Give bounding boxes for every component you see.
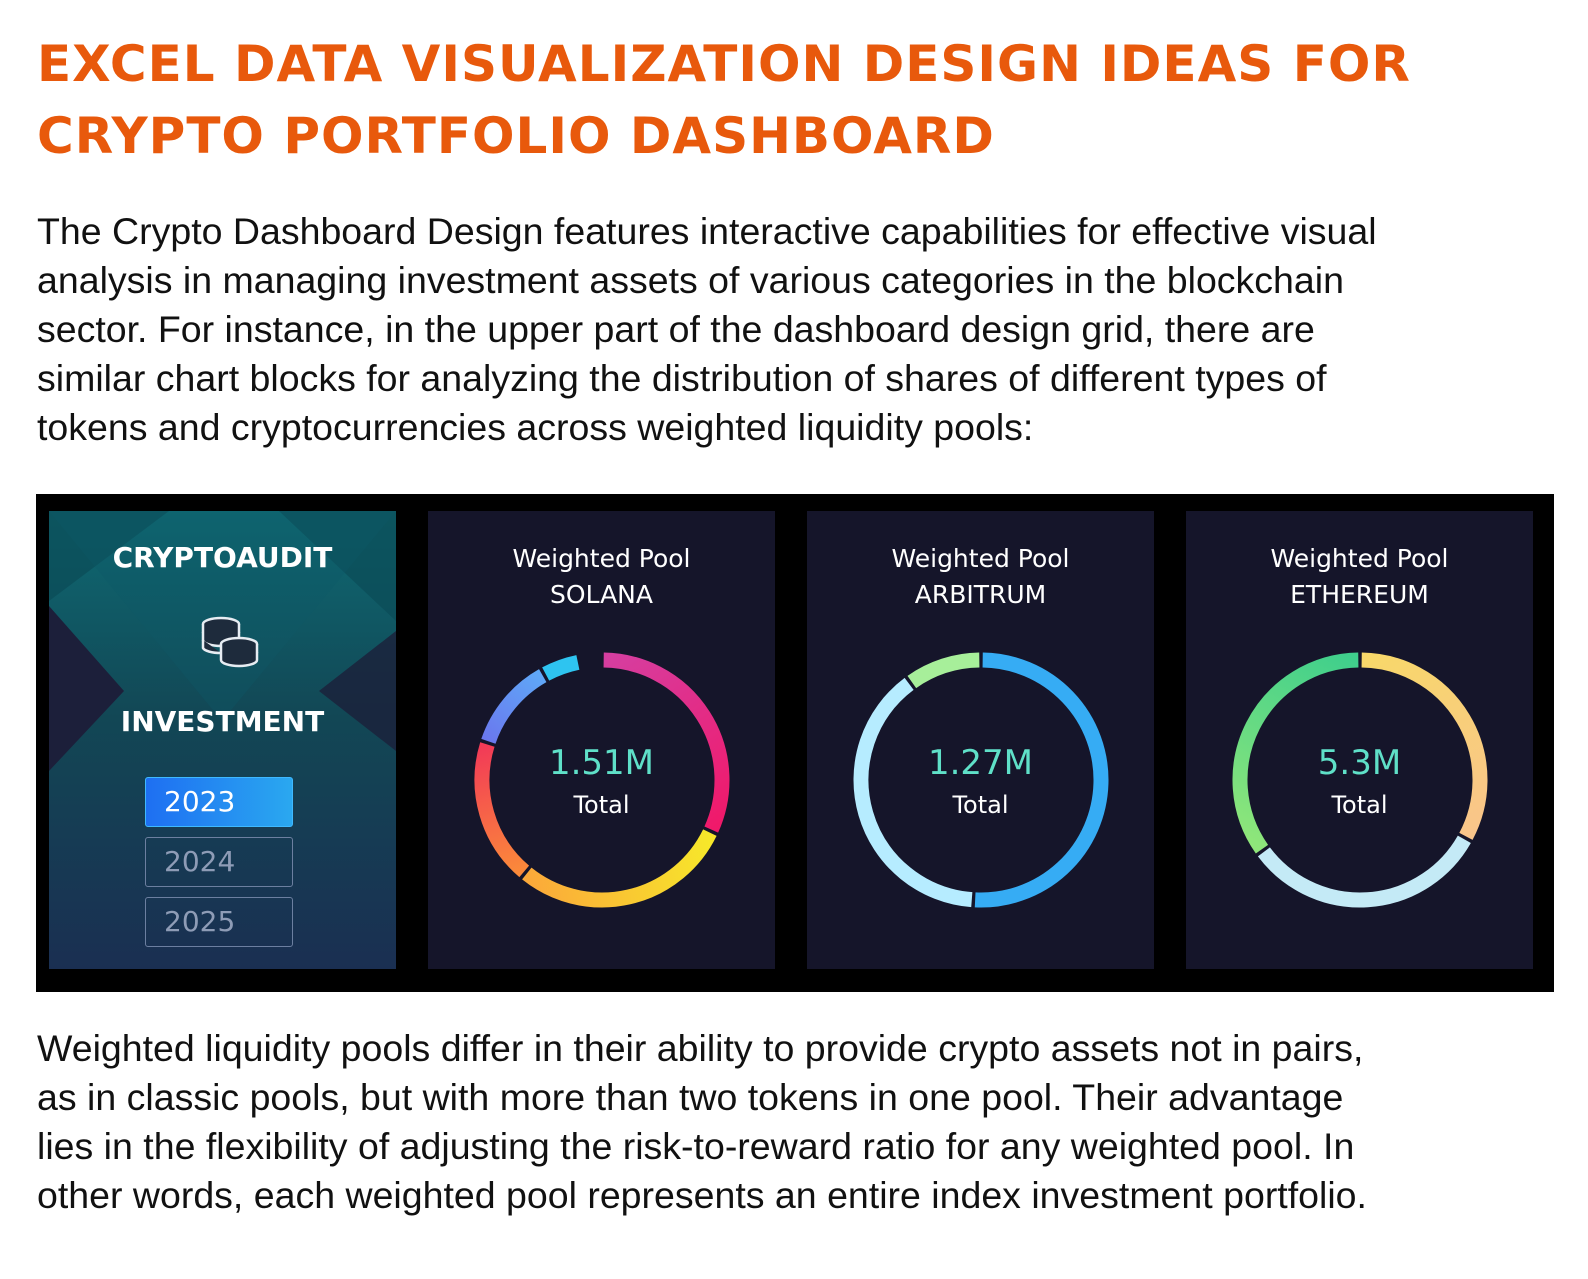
intro-line: The Crypto Dashboard Design features int… (37, 210, 1377, 252)
donut-chart (853, 652, 1109, 908)
pool-total-label: Total (952, 791, 1009, 819)
donut-segment (1232, 652, 1359, 854)
intro-paragraph: The Crypto Dashboard Design features int… (37, 207, 1567, 452)
donut-segment (481, 669, 547, 744)
intro-line: similar chart blocks for analyzing the d… (37, 357, 1327, 399)
pool-label: Weighted Pool SOLANA (428, 541, 775, 613)
pool-card-ethereum: Weighted Pool ETHEREUM 5.3M Total (1186, 511, 1533, 969)
outro-line: Weighted liquidity pools differ in their… (37, 1027, 1364, 1069)
outro-line: lies in the flexibility of adjusting the… (37, 1125, 1355, 1167)
pool-total-value: 5.3M (1317, 743, 1402, 783)
intro-line: analysis in managing investment assets o… (37, 259, 1344, 301)
pool-card-arbitrum: Weighted Pool ARBITRUM 1.27M Total (807, 511, 1154, 969)
donut-segment (907, 652, 980, 689)
brand-name: CRYPTOAUDIT (112, 541, 333, 574)
sidebar-panel: CRYPTOAUDIT INVESTMENT 2023 2024 2025 (49, 511, 396, 969)
section-label: INVESTMENT (120, 705, 325, 738)
pool-total-value: 1.51M (548, 743, 655, 783)
pool-name: ETHEREUM (1290, 580, 1429, 609)
donut-segment (603, 652, 730, 833)
donut-chart (1232, 652, 1488, 908)
coins-icon (201, 616, 259, 668)
year-2024-button[interactable]: 2024 (145, 837, 293, 887)
donut-segment (1257, 835, 1471, 908)
outro-paragraph: Weighted liquidity pools differ in their… (37, 1024, 1567, 1220)
donut-segment (853, 677, 973, 908)
donut-segment (522, 829, 717, 908)
pool-total-label: Total (1331, 791, 1388, 819)
outro-line: as in classic pools, but with more than … (37, 1076, 1344, 1118)
pool-heading: Weighted Pool (1270, 544, 1449, 573)
page-title-line-2: CRYPTO PORTFOLIO DASHBOARD (37, 107, 995, 165)
pool-name: ARBITRUM (914, 580, 1047, 609)
pool-heading: Weighted Pool (512, 544, 691, 573)
year-2023-button[interactable]: 2023 (145, 777, 293, 827)
donut-segment (974, 652, 1109, 908)
pool-total-label: Total (573, 791, 630, 819)
page-title-line-1: EXCEL DATA VISUALIZATION DESIGN IDEAS FO… (37, 35, 1411, 93)
donut-segment (542, 655, 580, 681)
dashboard-image: CRYPTOAUDIT INVESTMENT 2023 2024 2025 We… (36, 494, 1554, 992)
pool-label: Weighted Pool ETHEREUM (1186, 541, 1533, 613)
background-decoration (49, 511, 396, 771)
pool-total-value: 1.27M (927, 743, 1034, 783)
outro-line: other words, each weighted pool represen… (37, 1174, 1367, 1216)
pool-heading: Weighted Pool (891, 544, 1070, 573)
pool-name: SOLANA (550, 580, 653, 609)
donut-segment (1361, 652, 1488, 840)
year-2025-button[interactable]: 2025 (145, 897, 293, 947)
pool-label: Weighted Pool ARBITRUM (807, 541, 1154, 613)
intro-line: tokens and cryptocurrencies across weigh… (37, 406, 1034, 448)
intro-line: sector. For instance, in the upper part … (37, 308, 1315, 350)
pool-card-solana: Weighted Pool SOLANA 1.51M Total (428, 511, 775, 969)
donut-segment (474, 742, 530, 878)
page-title: EXCEL DATA VISUALIZATION DESIGN IDEAS FO… (37, 28, 1537, 172)
donut-chart (474, 652, 730, 908)
